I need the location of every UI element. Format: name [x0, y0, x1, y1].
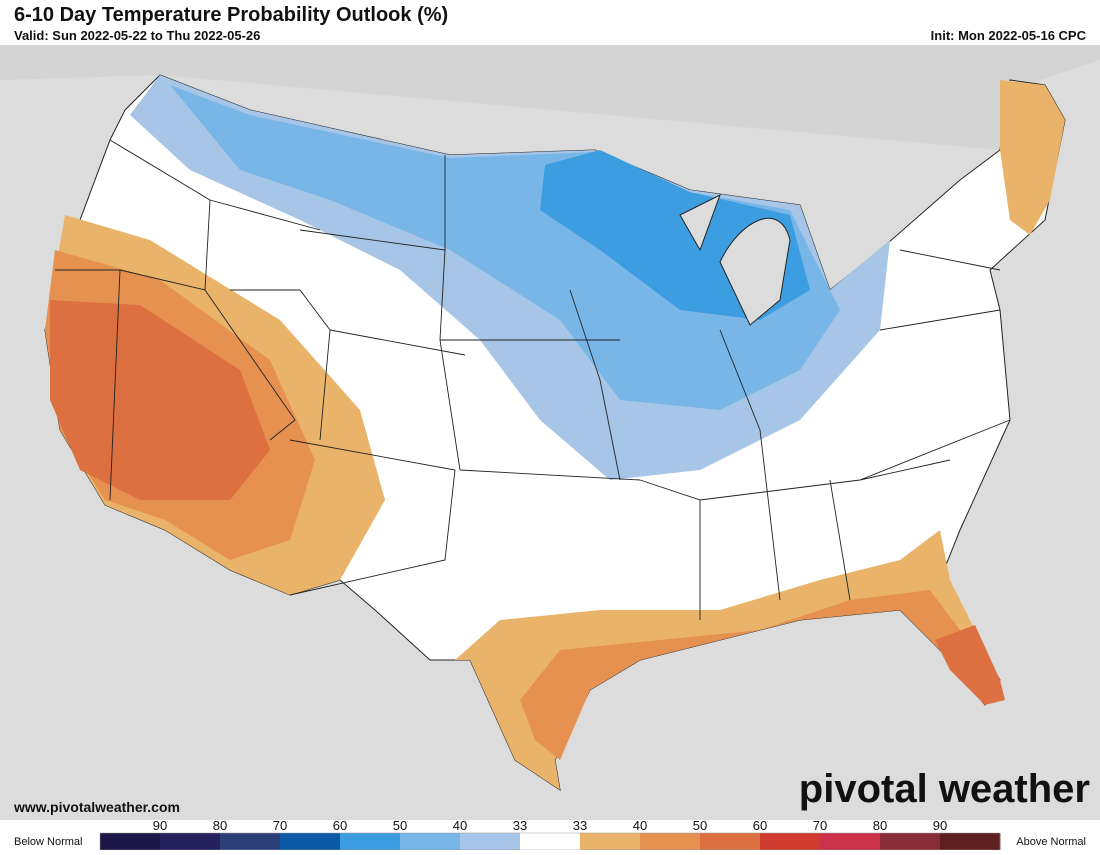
colorbar: Below Normal Above Normal 90 80 70 60 50 40 33 33…	[14, 818, 1086, 851]
map: pivotal weather www.pivotalweather.com	[0, 45, 1100, 820]
above-33-ne	[1000, 80, 1065, 235]
colorbar-segment	[340, 833, 401, 850]
colorbar-segment	[280, 833, 341, 850]
colorbar-segment	[100, 833, 161, 850]
above-normal-label: Above Normal	[1016, 836, 1086, 848]
valid-time: Valid: Sun 2022-05-22 to Thu 2022-05-26	[14, 28, 260, 43]
state-borders	[55, 139, 1011, 620]
above-50-fl	[935, 625, 1005, 705]
above-33-south	[455, 530, 1000, 790]
colorbar-tick: 80	[213, 818, 227, 833]
colorbar-tick: 50	[393, 818, 407, 833]
colorbar-tick: 90	[153, 818, 167, 833]
colorbar-tick: 33	[513, 818, 527, 833]
colorbar-tick: 60	[333, 818, 347, 833]
above-50-west	[50, 300, 270, 500]
below-40-area	[170, 85, 840, 410]
brand-logo: pivotal weather	[799, 767, 1090, 811]
colorbar-tick: 33	[573, 818, 587, 833]
colorbar-tick: 70	[813, 818, 827, 833]
colorbar-segment	[700, 833, 761, 850]
title: 6-10 Day Temperature Probability Outlook…	[14, 4, 448, 26]
colorbar-segment	[400, 833, 461, 850]
great-lakes	[679, 193, 791, 326]
website: www.pivotalweather.com	[13, 799, 180, 815]
colorbar-tick: 50	[693, 818, 707, 833]
init-time: Init: Mon 2022-05-16 CPC	[931, 28, 1087, 43]
colorbar-segment	[880, 833, 941, 850]
colorbar-tick: 90	[933, 818, 947, 833]
colorbar-tick: 40	[453, 818, 467, 833]
colorbar-tick: 40	[633, 818, 647, 833]
colorbar-segment	[460, 833, 521, 850]
colorbar-segment	[160, 833, 221, 850]
colorbar-tick: 80	[873, 818, 887, 833]
colorbar-segment	[640, 833, 701, 850]
colorbar-segment	[220, 833, 281, 850]
below-normal-label: Below Normal	[14, 836, 82, 848]
canada	[0, 45, 1100, 150]
colorbar-segment	[580, 833, 641, 850]
colorbar-segment	[940, 833, 1001, 850]
colorbar-segment	[520, 833, 581, 850]
colorbar-segment	[760, 833, 821, 850]
colorbar-segment	[820, 833, 881, 850]
colorbar-tick: 70	[273, 818, 287, 833]
colorbar-tick: 60	[753, 818, 767, 833]
